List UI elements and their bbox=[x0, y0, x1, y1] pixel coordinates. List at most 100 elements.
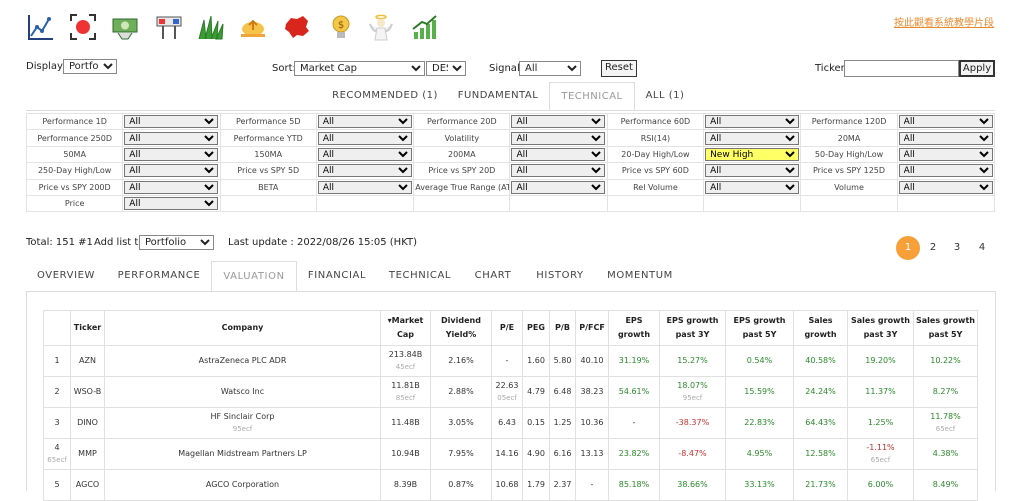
filter-select[interactable]: All bbox=[124, 197, 219, 211]
row-sales-growth-value: 40.58% bbox=[805, 356, 836, 365]
line-chart-icon[interactable] bbox=[26, 12, 56, 42]
row-sales-growth-value: 64.43% bbox=[805, 418, 836, 427]
apply-button[interactable]: Apply bbox=[959, 60, 995, 77]
col-pe-header[interactable]: P/E bbox=[491, 310, 523, 346]
reset-button[interactable]: Reset bbox=[601, 60, 637, 77]
col-dividend-header[interactable]: Dividend Yield% bbox=[430, 310, 492, 346]
col-ticker-header[interactable]: Ticker bbox=[70, 310, 105, 346]
table-row[interactable]: 4 65ecf MMP Magellan Midstream Partners LP 1… bbox=[43, 438, 978, 470]
table-row[interactable]: 5 AGCO AGCO Corporation 8.39B 0.87% 10.68 1.79… bbox=[43, 469, 978, 501]
filter-select[interactable]: All bbox=[317, 164, 412, 178]
tab-valuation[interactable]: VALUATION bbox=[211, 261, 297, 292]
angel-icon[interactable] bbox=[366, 12, 396, 42]
filter-label: Price vs SPY 200D bbox=[25, 178, 124, 196]
row-eps-growth-value: 31.19% bbox=[618, 356, 650, 365]
filter-select[interactable]: All bbox=[898, 131, 993, 145]
table-row[interactable]: 1 AZN AstraZeneca PLC ADR 213.84B 45ecf 2.16%… bbox=[43, 345, 978, 377]
lightbulb-money-icon[interactable]: $ bbox=[326, 12, 356, 42]
filter-select[interactable]: All bbox=[511, 164, 606, 178]
col-sales-5y-header[interactable]: Sales growth past 5Y bbox=[913, 310, 978, 346]
filter-select[interactable]: All bbox=[705, 180, 800, 194]
filter-select[interactable]: All bbox=[898, 115, 993, 129]
add-list-select[interactable]: Portfolio bbox=[139, 235, 214, 250]
tab-financial[interactable]: FINANCIAL bbox=[307, 270, 367, 281]
tab-technical-view[interactable]: TECHNICAL bbox=[388, 270, 452, 281]
col-eps-3y-header[interactable]: EPS growth past 3Y bbox=[659, 310, 726, 346]
col-sales-3y-header[interactable]: Sales growth past 3Y bbox=[847, 310, 914, 346]
col-sales-growth-header[interactable]: Sales growth bbox=[793, 310, 848, 346]
china-map-icon[interactable] bbox=[282, 12, 312, 42]
filter-select[interactable]: All bbox=[705, 131, 800, 145]
filter-select[interactable]: All bbox=[511, 131, 606, 145]
row-pb-value: 6.16 bbox=[553, 449, 572, 458]
filter-row: 50MA All 150MA All 200MA All 20-Day High/Low Ne… bbox=[25, 145, 996, 164]
row-eps-growth-value: 23.82% bbox=[618, 449, 650, 458]
filter-select[interactable]: All bbox=[511, 147, 606, 161]
filter-select[interactable]: All bbox=[511, 115, 606, 129]
tab-recommended[interactable]: RECOMMENDED (1) bbox=[332, 90, 438, 101]
filter-select[interactable]: All bbox=[705, 164, 800, 178]
filter-select[interactable]: All bbox=[124, 164, 219, 178]
filter-select-cell: All bbox=[122, 145, 221, 164]
rising-sun-icon[interactable] bbox=[238, 12, 268, 42]
filter-select[interactable]: All bbox=[317, 180, 412, 194]
page-3[interactable]: 3 bbox=[953, 242, 961, 253]
col-market-cap-header[interactable]: ▾Market Cap bbox=[380, 310, 431, 346]
row-pe: - bbox=[491, 345, 523, 377]
col-eps-growth-header[interactable]: EPS growth bbox=[608, 310, 660, 346]
order-select[interactable]: DESC bbox=[426, 61, 466, 76]
filter-select[interactable]: All bbox=[124, 131, 219, 145]
table-row[interactable]: 3 DINO HF Sinclair Corp 95ecf 11.48B 3.05% 6.4… bbox=[43, 407, 978, 439]
filter-select[interactable]: All bbox=[124, 180, 219, 194]
filter-select[interactable]: All bbox=[124, 115, 219, 129]
ticker-input[interactable] bbox=[844, 60, 959, 77]
tab-performance[interactable]: PERFORMANCE bbox=[117, 270, 201, 281]
row-eps-3y-value: -38.37% bbox=[675, 418, 710, 427]
signboard-icon[interactable] bbox=[154, 12, 184, 42]
tab-all[interactable]: ALL (1) bbox=[645, 90, 685, 101]
page-2[interactable]: 2 bbox=[929, 242, 937, 253]
row-sales-3y: 6.00% bbox=[847, 469, 914, 501]
filter-select[interactable]: New High bbox=[705, 147, 800, 161]
signal-select[interactable]: All bbox=[519, 61, 581, 76]
filter-select[interactable]: All bbox=[317, 131, 412, 145]
col-pfcf-header[interactable]: P/FCF bbox=[575, 310, 609, 346]
help-video-link[interactable]: 按此觀看系統教學片段 bbox=[894, 18, 994, 29]
col-eps-5y-header[interactable]: EPS growth past 5Y bbox=[725, 310, 794, 346]
col-pb-header[interactable]: P/B bbox=[549, 310, 576, 346]
sort-desc-icon: ▾ bbox=[387, 316, 392, 325]
filter-select[interactable]: All bbox=[898, 180, 993, 194]
filter-label: Volatility bbox=[413, 129, 511, 147]
page-4[interactable]: 4 bbox=[978, 242, 986, 253]
tab-history[interactable]: HISTORY bbox=[536, 270, 584, 281]
filter-select[interactable]: All bbox=[124, 147, 219, 161]
tab-technical-filter[interactable]: TECHNICAL bbox=[549, 82, 635, 111]
filter-select[interactable]: All bbox=[898, 147, 993, 161]
grass-icon[interactable] bbox=[196, 12, 226, 42]
filter-select[interactable]: All bbox=[317, 115, 412, 129]
filter-empty-cell bbox=[703, 194, 802, 213]
filter-row: 250-Day High/Low All Price vs SPY 5D All Pri… bbox=[25, 162, 996, 180]
filter-select[interactable]: All bbox=[317, 147, 412, 161]
filter-select[interactable]: All bbox=[511, 180, 606, 194]
filter-select[interactable]: All bbox=[898, 164, 993, 178]
page-1[interactable]: 1 bbox=[896, 236, 920, 260]
record-icon[interactable] bbox=[68, 12, 98, 42]
row-sales-3y-note: 65ecf bbox=[870, 456, 891, 464]
row-sales-5y-note: 65ecf bbox=[935, 425, 956, 433]
col-peg-header[interactable]: PEG bbox=[522, 310, 550, 346]
tab-overview[interactable]: OVERVIEW bbox=[36, 270, 96, 281]
filter-select[interactable]: All bbox=[705, 115, 800, 129]
row-company: AGCO Corporation bbox=[104, 469, 381, 501]
tab-chart[interactable]: CHART bbox=[474, 270, 512, 281]
display-select[interactable]: Portfolio bbox=[63, 59, 117, 74]
sort-select[interactable]: Market Cap bbox=[294, 61, 425, 76]
col-company-header[interactable]: Company bbox=[104, 310, 381, 346]
tab-momentum[interactable]: MOMENTUM bbox=[607, 270, 673, 281]
money-icon[interactable] bbox=[110, 12, 140, 42]
table-row[interactable]: 2 WSO-B Watsco Inc 11.81B 85ecf 2.88% 22.63 05e… bbox=[43, 376, 978, 408]
filter-label: 200MA bbox=[413, 145, 511, 164]
growth-chart-icon[interactable] bbox=[410, 12, 440, 42]
filter-empty-cell bbox=[896, 194, 996, 213]
tab-fundamental[interactable]: FUNDAMENTAL bbox=[457, 90, 539, 101]
